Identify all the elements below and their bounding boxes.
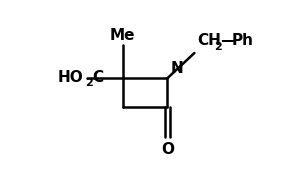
Text: N: N (171, 61, 184, 76)
Text: —: — (220, 33, 235, 48)
Text: 2: 2 (214, 42, 222, 52)
Text: HO: HO (58, 70, 84, 85)
Text: Ph: Ph (232, 33, 254, 48)
Text: 2: 2 (85, 78, 93, 88)
Text: O: O (161, 142, 174, 157)
Text: Me: Me (110, 28, 135, 43)
Text: CH: CH (197, 33, 221, 48)
Text: C: C (92, 70, 103, 85)
